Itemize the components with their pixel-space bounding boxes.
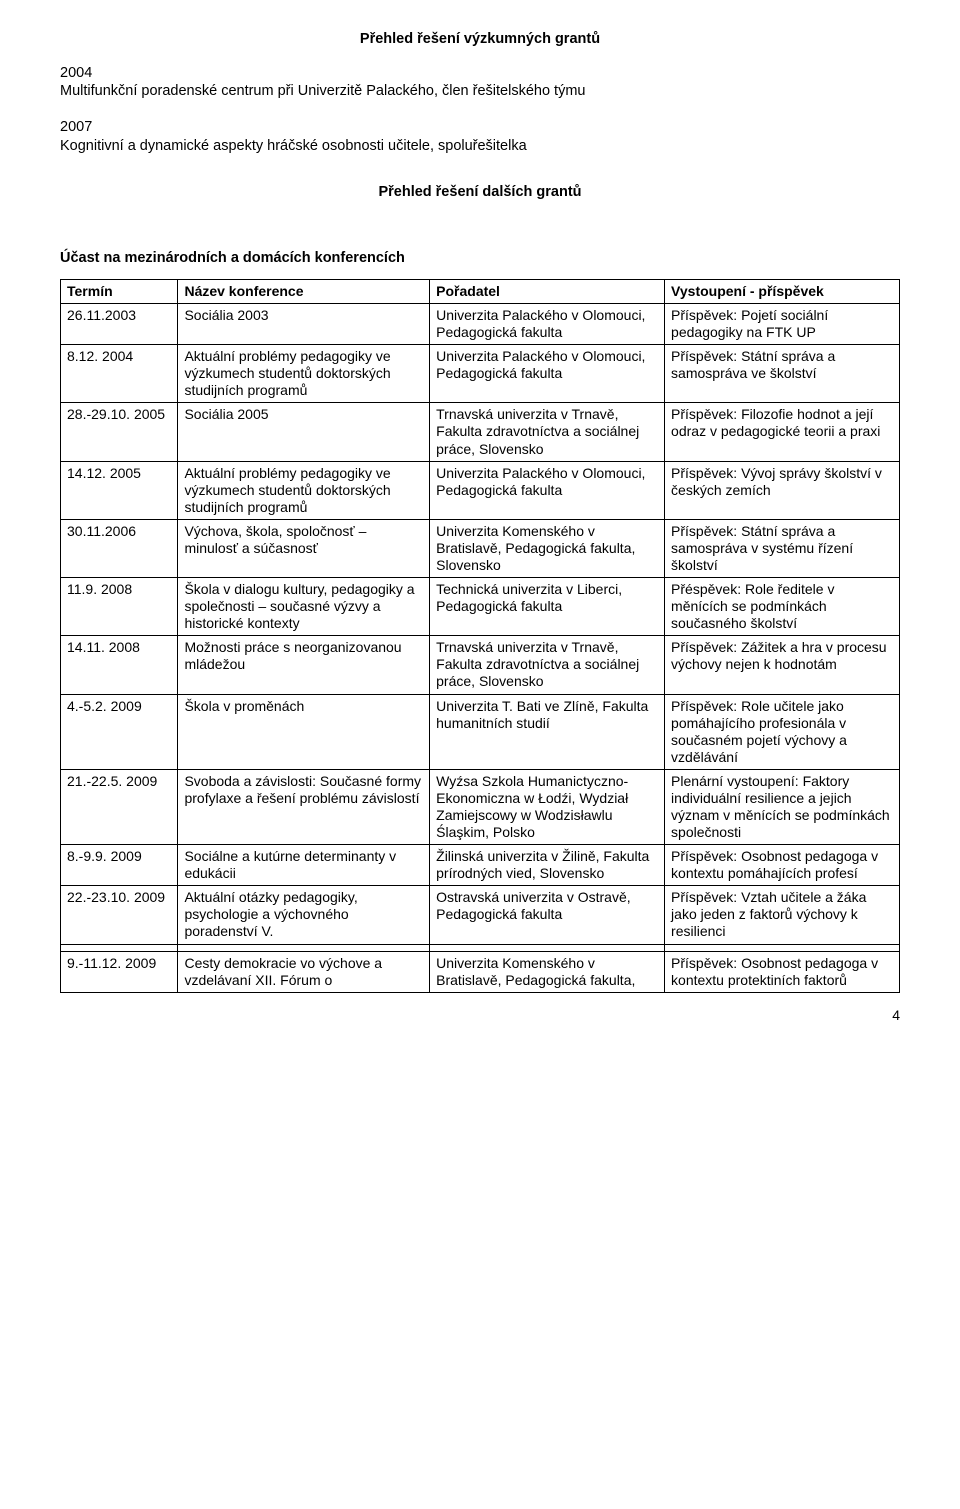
cell-org: Ostravská univerzita v Ostravě, Pedagogi… <box>430 886 665 944</box>
cell-name: Škola v proměnách <box>178 694 430 769</box>
cell-term: 8.12. 2004 <box>61 345 178 403</box>
table-row: 8.12. 2004Aktuální problémy pedagogiky v… <box>61 345 900 403</box>
cell-org: Žilinská univerzita v Žilině, Fakulta pr… <box>430 845 665 886</box>
cell-talk: Příspěvek: Vývoj správy školství v český… <box>665 461 900 519</box>
cell-name: Výchova, škola, spoločnosť – minulosť a … <box>178 519 430 577</box>
cell-talk: Příspěvek: Filozofie hodnot a její odraz… <box>665 403 900 461</box>
cell-name: Škola v dialogu kultury, pedagogiky a sp… <box>178 578 430 636</box>
cell-org: Trnavská univerzita v Trnavě, Fakulta zd… <box>430 403 665 461</box>
cell-term: 21.-22.5. 2009 <box>61 769 178 844</box>
grant-text: Multifunkční poradenské centrum při Univ… <box>60 82 900 100</box>
cell-talk: Příspěvek: Role učitele jako pomáhajícíh… <box>665 694 900 769</box>
cell-term: 22.-23.10. 2009 <box>61 886 178 944</box>
table-row: 9.-11.12. 2009Cesty demokracie vo výchov… <box>61 951 900 992</box>
cell-term: 14.11. 2008 <box>61 636 178 694</box>
grant-year: 2007 <box>60 118 900 136</box>
th-term: Termín <box>61 279 178 303</box>
cell-talk: Příspěvek: Vztah učitele a žáka jako jed… <box>665 886 900 944</box>
page-number: 4 <box>60 1007 900 1025</box>
th-org: Pořadatel <box>430 279 665 303</box>
cell-term: 14.12. 2005 <box>61 461 178 519</box>
table-row: 30.11.2006Výchova, škola, spoločnosť – m… <box>61 519 900 577</box>
cell-org: Wyźsa Szkola Humanictyczno-Ekonomiczna w… <box>430 769 665 844</box>
cell-talk: Příspěvek: Zážitek a hra v procesu výcho… <box>665 636 900 694</box>
cell-term: 28.-29.10. 2005 <box>61 403 178 461</box>
cell-name: Sociália 2003 <box>178 303 430 344</box>
cell-talk: Příspěvek: Státní správa a samospráva v … <box>665 519 900 577</box>
table-row: 26.11.2003Sociália 2003Univerzita Palack… <box>61 303 900 344</box>
cell-talk: Příspěvek: Osobnost pedagoga v kontextu … <box>665 845 900 886</box>
heading-research-grants: Přehled řešení výzkumných grantů <box>60 30 900 48</box>
table-row: 28.-29.10. 2005Sociália 2005Trnavská uni… <box>61 403 900 461</box>
conference-table: Termín Název konference Pořadatel Vystou… <box>60 279 900 993</box>
cell-talk: Příspěvek: Pojetí sociální pedagogiky na… <box>665 303 900 344</box>
grant-year: 2004 <box>60 64 900 82</box>
cell-org: Univerzita T. Bati ve Zlíně, Fakulta hum… <box>430 694 665 769</box>
table-row: 11.9. 2008Škola v dialogu kultury, pedag… <box>61 578 900 636</box>
page: Přehled řešení výzkumných grantů 2004 Mu… <box>0 0 960 1064</box>
cell-org: Univerzita Palackého v Olomouci, Pedagog… <box>430 345 665 403</box>
heading-other-grants: Přehled řešení dalších grantů <box>60 183 900 201</box>
cell-term: 26.11.2003 <box>61 303 178 344</box>
cell-name: Svoboda a závislosti: Současné formy pro… <box>178 769 430 844</box>
cell-talk: Příspěvek: Osobnost pedagoga v kontextu … <box>665 951 900 992</box>
cell-org: Univerzita Komenského v Bratislavě, Peda… <box>430 519 665 577</box>
table-header-row: Termín Název konference Pořadatel Vystou… <box>61 279 900 303</box>
cell-talk: Příspěvek: Státní správa a samospráva ve… <box>665 345 900 403</box>
table-row: 4.-5.2. 2009Škola v proměnáchUniverzita … <box>61 694 900 769</box>
cell-org: Univerzita Palackého v Olomouci, Pedagog… <box>430 461 665 519</box>
cell-name: Sociália 2005 <box>178 403 430 461</box>
cell-name: Sociálne a kutúrne determinanty v edukác… <box>178 845 430 886</box>
cell-org: Univerzita Komenského v Bratislavě, Peda… <box>430 951 665 992</box>
cell-term: 9.-11.12. 2009 <box>61 951 178 992</box>
cell-term: 11.9. 2008 <box>61 578 178 636</box>
cell-name: Cesty demokracie vo výchove a vzdelávaní… <box>178 951 430 992</box>
table-row: 8.-9.9. 2009Sociálne a kutúrne determina… <box>61 845 900 886</box>
cell-name: Aktuální problémy pedagogiky ve výzkumec… <box>178 461 430 519</box>
table-gap-row <box>61 944 900 951</box>
cell-org: Trnavská univerzita v Trnavě, Fakulta zd… <box>430 636 665 694</box>
grant-text: Kognitivní a dynamické aspekty hráčské o… <box>60 137 900 155</box>
table-row: 22.-23.10. 2009Aktuální otázky pedagogik… <box>61 886 900 944</box>
table-row: 21.-22.5. 2009Svoboda a závislosti: Souč… <box>61 769 900 844</box>
cell-talk: Přéspěvek: Role ředitele v měnících se p… <box>665 578 900 636</box>
th-name: Název konference <box>178 279 430 303</box>
cell-name: Aktuální problémy pedagogiky ve výzkumec… <box>178 345 430 403</box>
grant-block-1: 2004 Multifunkční poradenské centrum při… <box>60 64 900 100</box>
cell-term: 30.11.2006 <box>61 519 178 577</box>
cell-name: Možnosti práce s neorganizovanou mládežo… <box>178 636 430 694</box>
heading-conferences: Účast na mezinárodních a domácích konfer… <box>60 249 900 267</box>
cell-org: Univerzita Palackého v Olomouci, Pedagog… <box>430 303 665 344</box>
cell-name: Aktuální otázky pedagogiky, psychologie … <box>178 886 430 944</box>
cell-term: 8.-9.9. 2009 <box>61 845 178 886</box>
table-row: 14.12. 2005Aktuální problémy pedagogiky … <box>61 461 900 519</box>
cell-term: 4.-5.2. 2009 <box>61 694 178 769</box>
grant-block-2: 2007 Kognitivní a dynamické aspekty hráč… <box>60 118 900 154</box>
table-row: 14.11. 2008Možnosti práce s neorganizova… <box>61 636 900 694</box>
cell-talk: Plenární vystoupení: Faktory individuáln… <box>665 769 900 844</box>
th-talk: Vystoupení - příspěvek <box>665 279 900 303</box>
cell-org: Technická univerzita v Liberci, Pedagogi… <box>430 578 665 636</box>
